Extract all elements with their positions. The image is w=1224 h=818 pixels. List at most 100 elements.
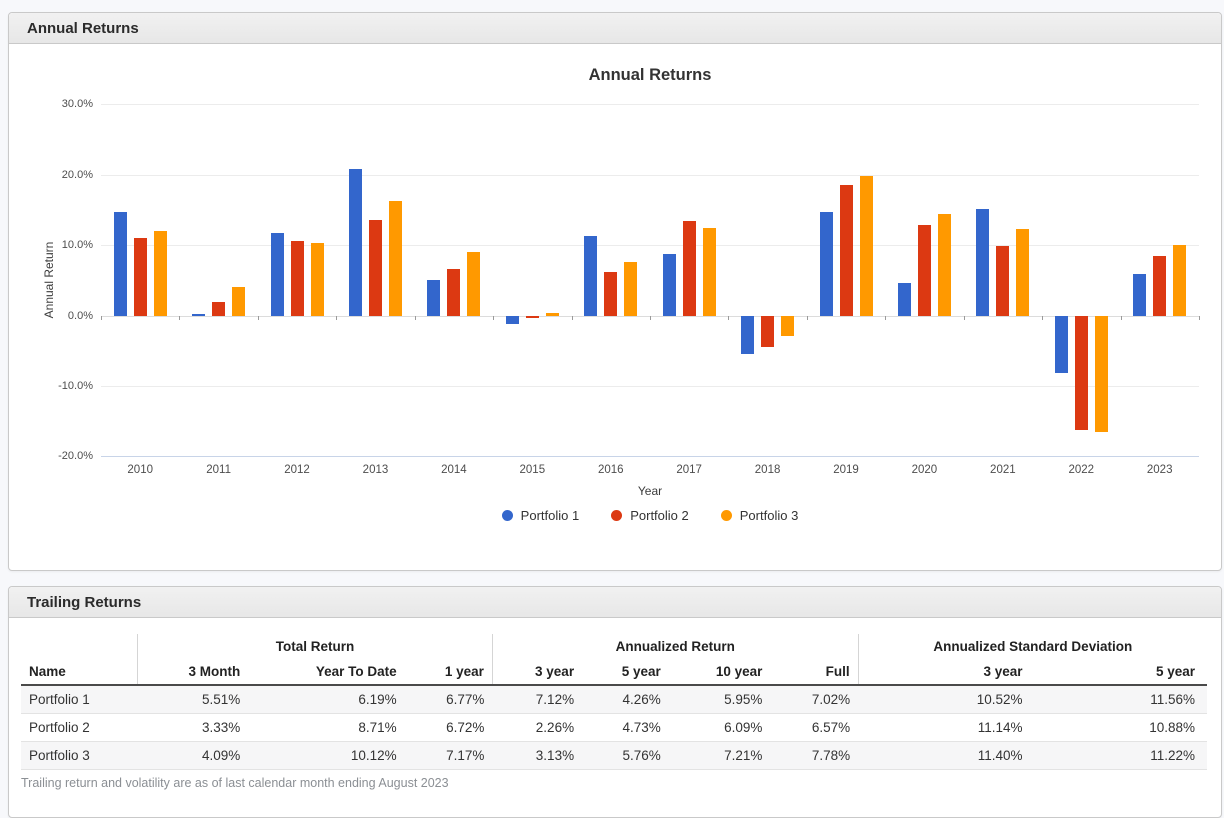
annual-returns-panel: Annual Returns Annual Returns Annual Ret…: [8, 12, 1222, 571]
value-cell: 4.09%: [137, 741, 249, 770]
x-tick-label: 2019: [833, 464, 859, 476]
value-cell: 4.26%: [582, 685, 669, 714]
column-header-year-to-date: Year To Date: [248, 659, 405, 686]
bar-portfolio-2-2013[interactable]: [369, 219, 382, 316]
bar-portfolio-1-2015[interactable]: [506, 316, 519, 325]
bar-portfolio-2-2014[interactable]: [447, 268, 460, 316]
y-tick-label: -20.0%: [58, 450, 93, 462]
y-tick-label: -10.0%: [58, 380, 93, 392]
bar-portfolio-1-2023[interactable]: [1133, 273, 1146, 316]
bar-portfolio-1-2013[interactable]: [349, 169, 362, 316]
axis-tick: [1042, 316, 1043, 320]
value-cell: 5.51%: [137, 685, 249, 714]
gridline: [101, 175, 1199, 176]
value-cell: 7.78%: [770, 741, 859, 770]
gridline: [101, 456, 1199, 457]
bar-portfolio-2-2022[interactable]: [1075, 316, 1088, 430]
value-cell: 10.12%: [248, 741, 405, 770]
column-header-5-year: 5 year: [1030, 659, 1207, 686]
axis-tick: [493, 316, 494, 320]
bar-portfolio-2-2020[interactable]: [918, 224, 931, 316]
chart-plot-area: [101, 104, 1200, 457]
row-name: Portfolio 2: [21, 713, 138, 742]
bar-portfolio-3-2014[interactable]: [467, 251, 480, 316]
bar-portfolio-2-2017[interactable]: [683, 220, 696, 316]
column-header-name: Name: [21, 659, 138, 686]
value-cell: 6.72%: [404, 713, 493, 742]
bar-portfolio-2-2016[interactable]: [604, 271, 617, 316]
bar-portfolio-2-2015[interactable]: [526, 316, 539, 319]
x-tick-label: 2011: [206, 464, 231, 476]
x-tick-label: 2010: [127, 464, 153, 476]
legend-dot-icon: [501, 510, 513, 521]
bar-portfolio-3-2021[interactable]: [1016, 229, 1029, 316]
x-tick-label: 2018: [754, 464, 781, 476]
value-cell: 10.88%: [1030, 713, 1207, 742]
bar-portfolio-2-2021[interactable]: [996, 246, 1009, 316]
axis-tick: [415, 316, 416, 320]
bar-portfolio-3-2012[interactable]: [311, 242, 324, 316]
y-tick-label: 0.0%: [67, 310, 93, 322]
value-cell: 11.14%: [858, 713, 1031, 742]
trailing-returns-panel: Trailing Returns Total Return Annualized …: [8, 586, 1222, 818]
axis-tick: [179, 316, 180, 320]
bar-portfolio-1-2014[interactable]: [427, 279, 440, 316]
axis-tick: [101, 316, 102, 320]
value-cell: 6.09%: [668, 713, 771, 742]
bar-portfolio-1-2010[interactable]: [114, 212, 127, 316]
y-axis-tick-labels: 30.0% 20.0% 10.0% 0.0% -10.0% -20.0%: [9, 98, 93, 462]
value-cell: 4.73%: [582, 713, 669, 742]
legend-dot-icon: [720, 510, 732, 521]
axis-tick: [728, 316, 729, 320]
x-axis-tick-labels: 2010 2011 2012 2013 2014 2015 2016 2017 2018 2019…: [101, 464, 1199, 476]
value-cell: 8.71%: [248, 713, 405, 742]
bar-portfolio-2-2019[interactable]: [840, 184, 853, 316]
legend-dot-icon: [611, 510, 623, 521]
value-cell: 7.17%: [404, 741, 493, 770]
value-cell: 11.40%: [858, 741, 1031, 770]
table-row-portfolio-3: Portfolio 3 4.09% 10.12% 7.17% 3.13% 5.76% 7.2…: [21, 741, 1207, 770]
value-cell: 10.52%: [858, 685, 1031, 714]
legend-label: Portfolio 2: [630, 508, 689, 523]
annual-returns-chart: Annual Returns Annual Return 30.0% 20.0% 1…: [9, 44, 1221, 568]
trailing-returns-panel-title: Trailing Returns: [27, 594, 142, 611]
gridline: [101, 386, 1199, 387]
bar-portfolio-3-2011[interactable]: [232, 287, 245, 316]
bar-portfolio-1-2011[interactable]: [192, 313, 205, 316]
axis-tick: [807, 316, 808, 320]
bar-portfolio-2-2023[interactable]: [1153, 255, 1166, 316]
bar-portfolio-1-2018[interactable]: [741, 316, 754, 355]
row-name: Portfolio 3: [21, 741, 138, 770]
bar-portfolio-3-2023[interactable]: [1173, 245, 1186, 316]
bar-portfolio-3-2020[interactable]: [938, 214, 951, 316]
bar-portfolio-1-2019[interactable]: [820, 211, 833, 316]
x-tick-label: 2013: [362, 464, 389, 476]
bar-portfolio-3-2010[interactable]: [154, 231, 167, 316]
chart-title: Annual Returns: [588, 66, 712, 84]
bar-portfolio-2-2018[interactable]: [761, 316, 774, 348]
bar-portfolio-3-2022[interactable]: [1095, 316, 1108, 433]
bar-portfolio-3-2017[interactable]: [703, 227, 716, 316]
x-tick-label: 2023: [1146, 464, 1173, 476]
bar-portfolio-3-2018[interactable]: [781, 316, 794, 337]
group-header-annualized-standard-deviation: Annualized Standard Deviation: [857, 634, 1207, 659]
legend-item-portfolio-3: Portfolio 3: [720, 508, 798, 523]
bar-portfolio-2-2012[interactable]: [291, 241, 304, 316]
bar-portfolio-2-2010[interactable]: [134, 237, 147, 316]
bar-portfolio-1-2021[interactable]: [976, 208, 989, 316]
trailing-returns-table-container: Total Return Annualized Return Annualized …: [9, 634, 1221, 790]
bar-portfolio-1-2020[interactable]: [898, 282, 911, 316]
bar-portfolio-1-2012[interactable]: [271, 233, 284, 316]
bar-portfolio-3-2013[interactable]: [389, 200, 402, 316]
bar-portfolio-3-2016[interactable]: [624, 262, 637, 316]
bar-portfolio-1-2022[interactable]: [1055, 316, 1068, 374]
group-header-annualized-return: Annualized Return: [491, 634, 859, 659]
bar-portfolio-3-2019[interactable]: [860, 175, 873, 316]
bar-portfolio-2-2011[interactable]: [212, 301, 225, 316]
bar-portfolio-1-2017[interactable]: [663, 253, 676, 316]
x-tick-label: 2015: [519, 464, 546, 476]
value-cell: 2.26%: [492, 713, 583, 742]
bar-portfolio-1-2016[interactable]: [584, 236, 597, 316]
bar-portfolio-3-2015[interactable]: [546, 313, 559, 316]
column-header-1-year: 1 year: [404, 659, 493, 686]
